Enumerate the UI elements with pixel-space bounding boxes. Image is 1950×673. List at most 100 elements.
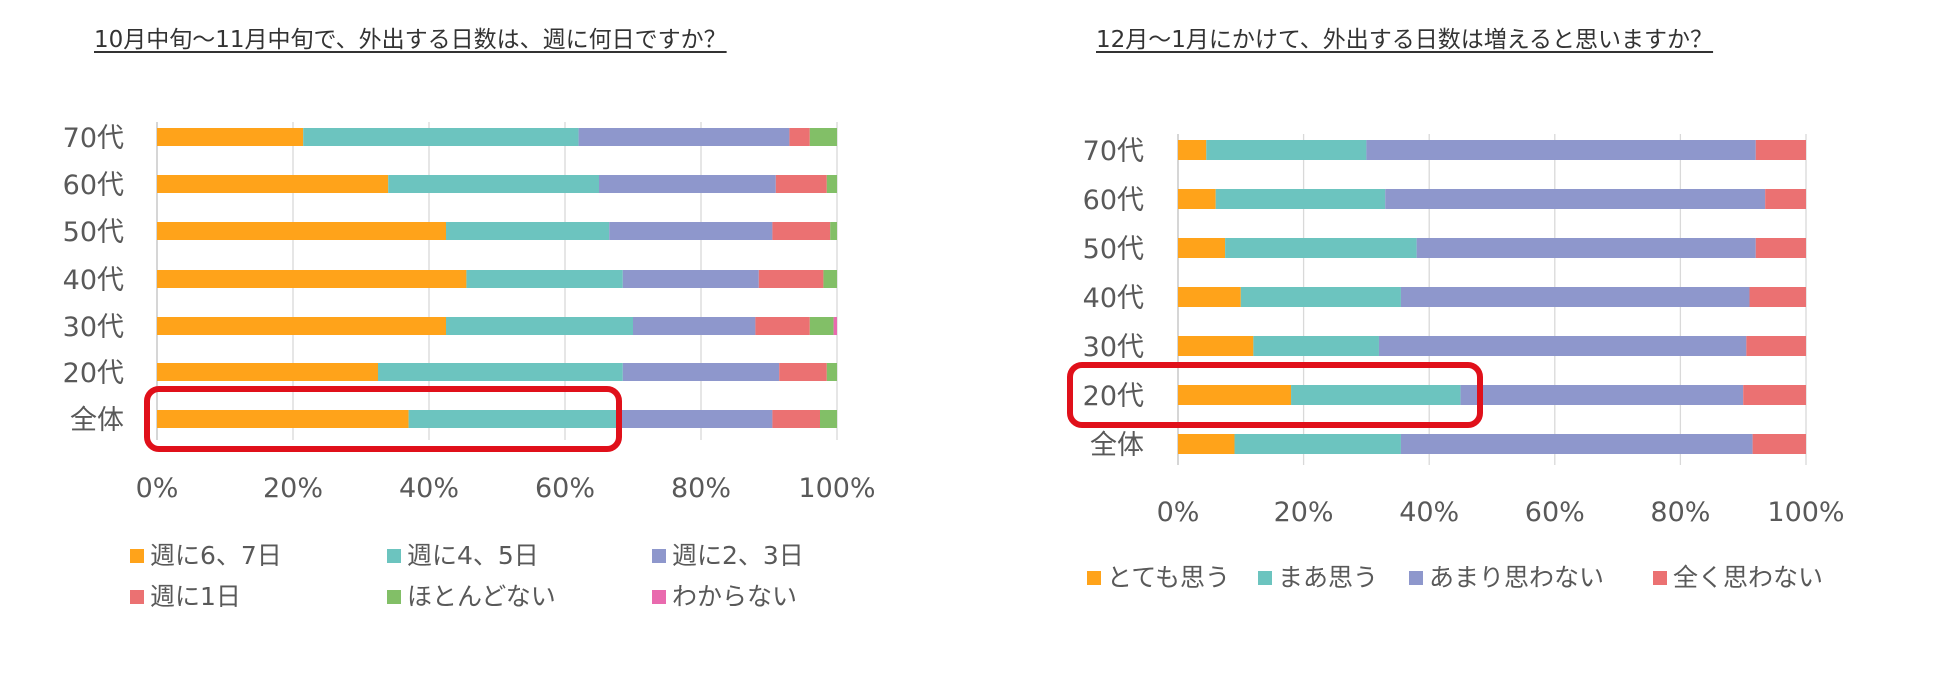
left-bar-row2-series2 (609, 222, 773, 240)
left-bar-row6-series0 (157, 410, 409, 428)
right-bar-row5-series0 (1178, 385, 1292, 405)
left-category-label-2: 50代 (63, 217, 124, 248)
left-bar-row3-series3 (758, 270, 824, 288)
left-legend-swatch-4 (387, 590, 401, 604)
right-bar-row3-series0 (1178, 287, 1241, 307)
left-bar-row2-series0 (157, 222, 446, 240)
left-bar-row1-series3 (775, 175, 827, 193)
right-legend-label-0: とても思う (1107, 563, 1230, 592)
right-bar-row1-series3 (1765, 189, 1806, 209)
right-category-label-2: 50代 (1083, 234, 1144, 265)
right-bar-row6-series1 (1234, 434, 1401, 454)
right-category-label-1: 60代 (1083, 185, 1144, 216)
left-bar-row0-series2 (578, 128, 790, 146)
left-legend-label-5: わからない (672, 582, 797, 611)
right-bar-row6-series0 (1178, 434, 1235, 454)
right-x-tick-label-3: 60% (1525, 497, 1585, 528)
left-legend-label-0: 週に6、7日 (150, 541, 282, 570)
left-category-label-6: 全体 (70, 405, 124, 436)
left-legend-swatch-5 (652, 590, 666, 604)
left-bar-row0-series1 (303, 128, 579, 146)
left-bar-row4-series0 (157, 317, 446, 335)
right-legend-label-1: まあ思う (1278, 563, 1378, 592)
left-bar-row1-series0 (157, 175, 389, 193)
left-x-tick-label-1: 20% (263, 473, 323, 504)
left-bar-row6-series4 (820, 410, 837, 428)
right-x-tick-label-5: 100% (1767, 497, 1844, 528)
left-legend-label-1: 週に4、5日 (407, 541, 539, 570)
left-chart: 0% 20% 40% 60% 80% 100% 70代 60代 50代 40代 30代 20代全体週に… (63, 122, 876, 611)
right-category-label-6: 全体 (1090, 430, 1144, 461)
left-bar-row0-series4 (809, 128, 837, 146)
left-bar-row2-series1 (446, 222, 610, 240)
right-bar-row5-series1 (1291, 385, 1461, 405)
left-bar-row0-series3 (789, 128, 810, 146)
right-x-tick-label-0: 0% (1157, 497, 1200, 528)
right-bar-row6-series3 (1752, 434, 1806, 454)
right-bar-row2-series0 (1178, 238, 1226, 258)
left-legend-swatch-0 (130, 549, 144, 563)
left-highlight-box (144, 386, 622, 452)
right-bar-row0-series3 (1755, 140, 1806, 160)
left-bar-row4-series1 (446, 317, 633, 335)
left-x-tick-label-4: 80% (671, 473, 731, 504)
right-bar-row2-series3 (1755, 238, 1806, 258)
left-legend-swatch-2 (652, 549, 666, 563)
left-category-label-5: 20代 (63, 358, 124, 389)
right-x-tick-label-2: 40% (1399, 497, 1459, 528)
left-category-label-4: 30代 (63, 312, 124, 343)
left-category-label-3: 40代 (63, 265, 124, 296)
left-bar-row4-series2 (633, 317, 756, 335)
left-category-label-1: 60代 (63, 170, 124, 201)
right-category-label-3: 40代 (1083, 283, 1144, 314)
right-bar-row5-series2 (1460, 385, 1744, 405)
left-bar-row4-series5 (833, 317, 837, 335)
left-bar-row5-series4 (826, 363, 837, 381)
right-legend-label-2: あまり思わない (1429, 563, 1604, 592)
right-bar-row2-series1 (1225, 238, 1417, 258)
right-bar-row4-series3 (1746, 336, 1806, 356)
right-legend-swatch-2 (1409, 571, 1423, 585)
right-legend-swatch-3 (1653, 571, 1667, 585)
right-legend: とても思う まあ思う あまり思わない 全く思わない (1087, 563, 1823, 592)
right-bar-row3-series1 (1240, 287, 1401, 307)
left-legend-label-3: 週に1日 (150, 582, 241, 611)
left-x-tick-label-3: 60% (535, 473, 595, 504)
left-x-tick-label-0: 0% (136, 473, 179, 504)
right-legend-label-3: 全く思わない (1673, 563, 1823, 592)
left-bar-row3-series4 (823, 270, 837, 288)
right-bar-row0-series0 (1178, 140, 1207, 160)
left-legend-swatch-3 (130, 590, 144, 604)
left-legend-swatch-1 (387, 549, 401, 563)
left-bar-row5-series1 (378, 363, 623, 381)
right-bar-row0-series1 (1206, 140, 1367, 160)
right-legend-swatch-1 (1258, 571, 1272, 585)
left-bar-row3-series0 (157, 270, 467, 288)
right-x-tick-label-4: 80% (1650, 497, 1710, 528)
right-bar-row2-series2 (1416, 238, 1756, 258)
left-bar-row6-series2 (619, 410, 773, 428)
left-bar-row3-series1 (466, 270, 623, 288)
left-x-tick-label-5: 100% (798, 473, 875, 504)
left-bar-row4-series4 (809, 317, 834, 335)
right-bar-row5-series3 (1743, 385, 1806, 405)
left-bar-row1-series4 (826, 175, 837, 193)
left-legend-label-2: 週に2、3日 (672, 541, 804, 570)
left-bar-row0-series0 (157, 128, 304, 146)
right-bar-row4-series2 (1378, 336, 1747, 356)
left-bar-row1-series1 (388, 175, 599, 193)
left-bar-row4-series3 (755, 317, 810, 335)
right-legend-swatch-0 (1087, 571, 1101, 585)
right-bar-row1-series0 (1178, 189, 1216, 209)
left-bar-row5-series2 (622, 363, 780, 381)
right-chart: 0% 20% 40% 60% 80% 100% 70代 60代 50代 40代 30代 20代全体とて… (1067, 134, 1845, 592)
right-highlight-box (1067, 362, 1483, 428)
left-bar-row5-series3 (779, 363, 827, 381)
right-x-tick-label-1: 20% (1274, 497, 1334, 528)
right-category-label-4: 30代 (1083, 332, 1144, 363)
left-x-tick-label-2: 40% (399, 473, 459, 504)
right-category-label-0: 70代 (1083, 136, 1144, 167)
left-bar-row2-series4 (830, 222, 837, 240)
left-category-label-0: 70代 (63, 123, 124, 154)
